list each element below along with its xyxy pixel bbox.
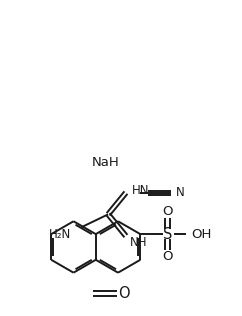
Text: O: O: [163, 205, 173, 218]
Text: NH: NH: [130, 235, 147, 248]
Text: H₂N: H₂N: [49, 228, 72, 240]
Text: HN: HN: [132, 184, 149, 197]
Text: NaH: NaH: [91, 156, 119, 169]
Text: S: S: [163, 227, 173, 242]
Text: OH: OH: [192, 228, 212, 240]
Text: N: N: [176, 186, 185, 199]
Text: O: O: [118, 286, 130, 301]
Text: O: O: [163, 250, 173, 263]
